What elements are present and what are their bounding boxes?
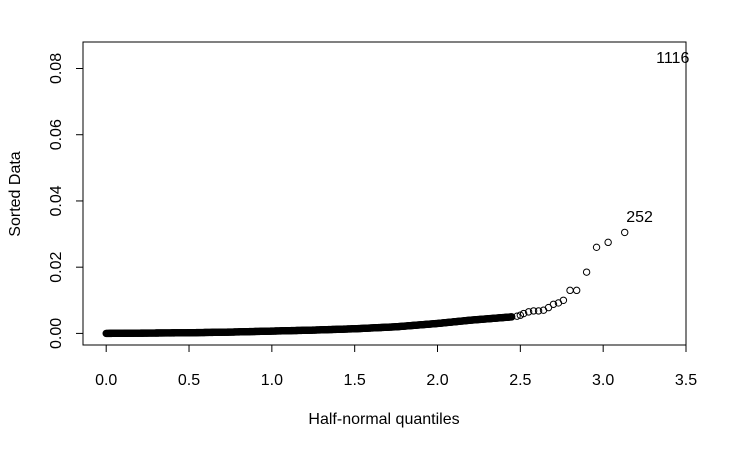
x-tick-label: 3.0 bbox=[592, 372, 614, 389]
data-point bbox=[559, 296, 568, 304]
data-point bbox=[508, 313, 516, 321]
data-point bbox=[604, 238, 612, 247]
data-point bbox=[529, 307, 538, 315]
x-axis: 0.0 0.5 1.0 1.5 2.0 2.5 3.0 3.5 bbox=[95, 344, 697, 389]
data-point bbox=[592, 243, 601, 252]
data-point bbox=[582, 268, 591, 276]
data-point bbox=[572, 286, 581, 295]
data-point bbox=[524, 308, 533, 316]
x-tick-label: 2.0 bbox=[426, 372, 448, 389]
y-tick-label: 0.00 bbox=[48, 318, 65, 349]
x-tick-label: 1.5 bbox=[344, 372, 366, 389]
data-point bbox=[544, 303, 553, 312]
data-point bbox=[566, 286, 574, 295]
y-axis: 0.00 0.02 0.04 0.06 0.08 bbox=[48, 53, 84, 349]
x-tick-label: 1.0 bbox=[261, 372, 283, 389]
y-tick-label: 0.08 bbox=[48, 53, 65, 84]
data-point bbox=[534, 307, 543, 315]
y-tick-label: 0.06 bbox=[48, 119, 65, 150]
data-point bbox=[519, 309, 528, 318]
y-axis-title: Sorted Data bbox=[7, 151, 24, 236]
data-points bbox=[102, 228, 629, 338]
x-tick-label: 2.5 bbox=[509, 372, 531, 389]
y-tick-label: 0.04 bbox=[48, 185, 65, 216]
point-label: 1116 bbox=[656, 50, 689, 67]
data-point bbox=[549, 300, 558, 308]
x-tick-label: 3.5 bbox=[675, 372, 697, 389]
x-tick-label: 0.5 bbox=[178, 372, 200, 389]
data-point bbox=[513, 312, 521, 320]
point-labels: 252 1116 bbox=[626, 50, 689, 226]
data-point bbox=[621, 228, 629, 237]
point-label: 252 bbox=[626, 209, 653, 226]
y-tick-label: 0.02 bbox=[48, 252, 65, 283]
x-axis-title: Half-normal quantiles bbox=[308, 411, 459, 428]
plot-frame bbox=[82, 41, 687, 346]
x-tick-label: 0.0 bbox=[95, 372, 117, 389]
